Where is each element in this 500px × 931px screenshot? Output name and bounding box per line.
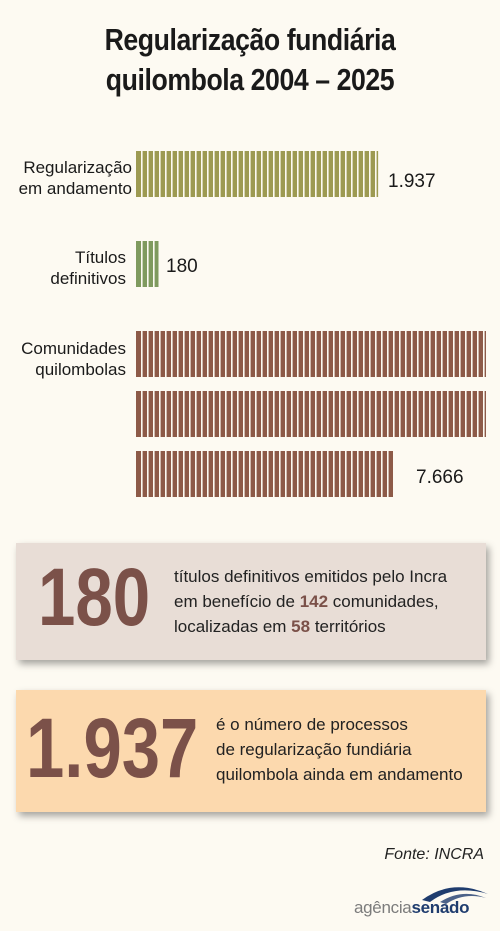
chart-title: Regularização fundiária quilombola 2004 … <box>35 20 465 100</box>
stat-text: em benefício de <box>174 592 300 611</box>
logo-part-agencia: agência <box>354 898 412 917</box>
category-label-line: quilombolas <box>35 360 126 379</box>
logo-part-senado: senado <box>411 898 470 917</box>
category-label-line: Regularização <box>23 158 132 177</box>
highlight-territorios: 58 <box>291 617 311 636</box>
stat-description: é o número de processos de regularização… <box>216 712 486 787</box>
category-label-line: definitivos <box>50 269 126 288</box>
category-label-titulos: Títulos definitivos <box>0 247 126 289</box>
category-label-line: Títulos <box>74 248 126 267</box>
logo-wordmark: agênciasenado <box>354 898 469 918</box>
category-label-line: em andamento <box>18 179 132 198</box>
category-label-comunidades: Comunidades quilombolas <box>0 338 126 380</box>
stat-description: títulos definitivos emitidos pelo Incra … <box>174 564 484 639</box>
stat-number: 1.937 <box>26 701 199 795</box>
source-credit: Fonte: INCRA <box>384 846 484 863</box>
category-label-line: Comunidades <box>21 339 126 358</box>
bar-titulos <box>136 241 159 287</box>
stat-text: territórios <box>310 617 386 636</box>
value-label-comunidades: 7.666 <box>416 467 464 488</box>
title-line-2: quilombola 2004 – 2025 <box>105 62 395 97</box>
stat-card-processos: 1.937 é o número de processos de regular… <box>16 690 486 812</box>
stat-text: comunidades, <box>328 592 439 611</box>
bar-comunidades-row-3 <box>136 451 395 497</box>
stat-text: quilombola ainda em andamento <box>216 765 463 784</box>
stat-text: localizadas em <box>174 617 292 636</box>
stat-text: é o número de processos <box>216 715 408 734</box>
stat-number: 180 <box>38 552 151 643</box>
title-line-1: Regularização fundiária <box>104 22 396 57</box>
logo-swoosh-icon <box>422 887 488 904</box>
bar-comunidades-row-2 <box>136 391 486 437</box>
highlight-comunidades: 142 <box>299 592 329 611</box>
agencia-senado-logo: agênciasenado <box>330 880 490 920</box>
stat-text: de regularização fundiária <box>216 740 412 759</box>
bar-comunidades <box>136 331 486 377</box>
stat-text: títulos definitivos emitidos pelo Incra <box>174 567 448 586</box>
bar-chart <box>136 151 486 497</box>
value-label-titulos: 180 <box>166 256 198 277</box>
category-label-andamento: Regularização em andamento <box>2 157 132 199</box>
stat-card-titulos: 180 títulos definitivos emitidos pelo In… <box>16 543 486 660</box>
bar-andamento <box>136 151 379 197</box>
value-label-andamento: 1.937 <box>388 171 436 192</box>
